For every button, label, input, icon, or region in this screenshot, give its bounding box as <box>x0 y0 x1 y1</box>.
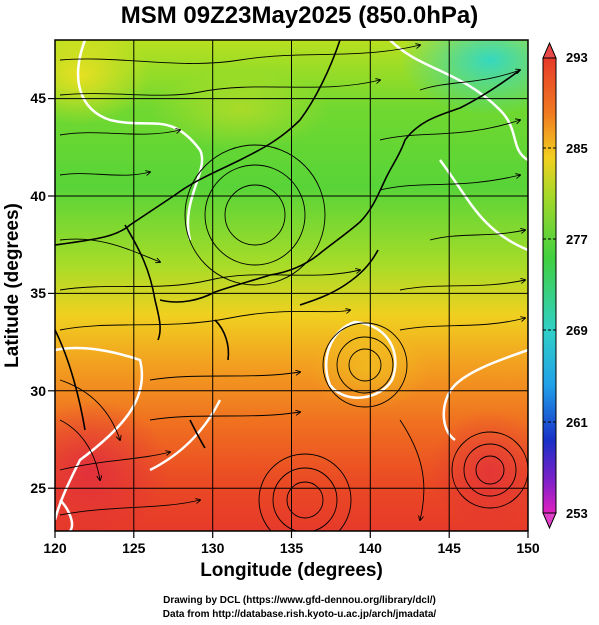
y-axis-ticks <box>48 97 55 489</box>
y-axis-label: Latitude (degrees) <box>2 203 23 368</box>
colorbar-tick-label: 253 <box>566 506 588 521</box>
credit-drawing: Drawing by DCL (https://www.gfd-dennou.o… <box>163 595 436 606</box>
credit-data-source: Data from http://database.rish.kyoto-u.a… <box>162 609 437 620</box>
x-tick-label: 120 <box>43 540 67 556</box>
x-tick-label: 125 <box>122 540 146 556</box>
colorbar-scale <box>542 57 557 514</box>
colorbar-tick-label: 261 <box>566 415 588 430</box>
x-tick-label: 130 <box>201 540 225 556</box>
y-tick-label: 45 <box>30 90 46 106</box>
y-tick-label: 30 <box>30 383 46 399</box>
x-axis-ticks <box>54 531 529 538</box>
colorbar-tick-label: 293 <box>566 50 588 65</box>
y-tick-label: 35 <box>30 285 46 301</box>
chart-title: MSM 09Z23May2025 (850.0hPa) <box>120 2 479 29</box>
colorbar-max-arrow <box>542 41 557 59</box>
y-tick-label: 40 <box>30 188 46 204</box>
grid-lines <box>55 40 528 531</box>
y-tick-label: 25 <box>30 480 46 496</box>
x-tick-label: 140 <box>359 540 383 556</box>
colorbar-tick-label: 269 <box>566 323 588 338</box>
colorbar-tick-label: 277 <box>566 232 588 247</box>
colorbar-min-arrow <box>542 512 557 530</box>
x-tick-label: 135 <box>280 540 304 556</box>
x-axis-label: Longitude (degrees) <box>200 560 383 581</box>
wind-streamlines <box>59 45 528 531</box>
colorbar-tick-label: 285 <box>566 141 588 156</box>
x-tick-label: 145 <box>438 540 462 556</box>
x-tick-label: 150 <box>516 540 540 556</box>
colorbar: 293 285 277 269 261 253 <box>542 41 588 530</box>
